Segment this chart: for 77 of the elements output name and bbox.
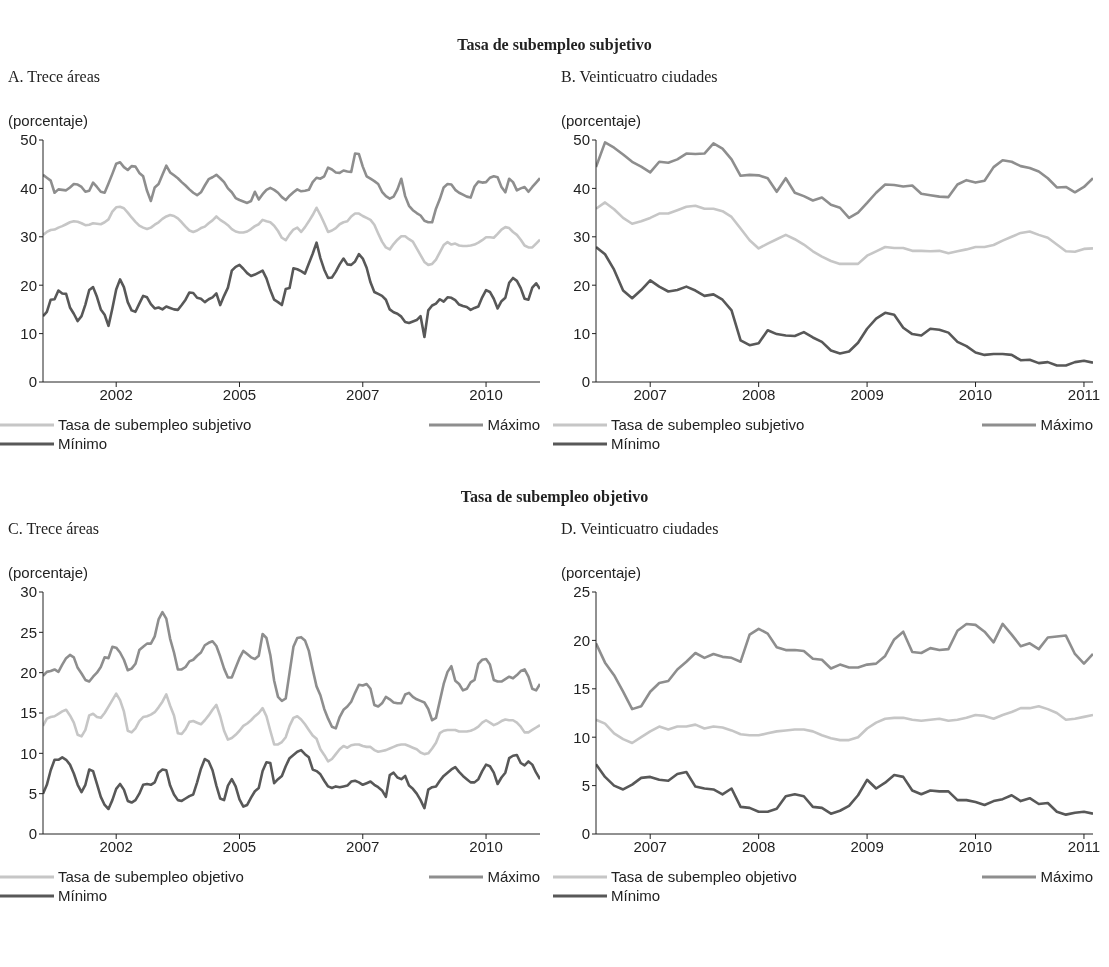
x-tick-label: 2007 (346, 385, 380, 403)
x-tick-label: 2002 (99, 837, 133, 855)
y-tick-label: 10 (573, 728, 590, 746)
x-tick-label: 2005 (222, 837, 257, 855)
x-tick-label: 2007 (633, 385, 667, 403)
x-tick-label: 2005 (222, 385, 257, 403)
y-tick-label: 10 (20, 744, 37, 762)
y-tick-label: 0 (28, 825, 37, 843)
x-tick-label: 2009 (850, 385, 884, 403)
chart-title: Tasa de subempleo subjetivo (456, 36, 653, 54)
y-tick-label: 0 (581, 373, 590, 391)
y-tick-label: 50 (573, 131, 590, 149)
y-axis-title: (porcentaje) (8, 112, 90, 130)
line-series (596, 622, 1093, 711)
y-tick-label: 40 (573, 179, 590, 197)
x-tick-label: 2011 (1067, 385, 1101, 403)
x-tick-label: 2010 (469, 385, 503, 403)
y-tick-label: 0 (581, 825, 590, 843)
legend-label: Máximo (1040, 868, 1093, 885)
x-tick-label: 2010 (958, 837, 993, 855)
y-tick-label: 15 (20, 704, 37, 722)
chart-subtitle: B. Veinticuatro ciudades (561, 68, 719, 87)
x-tick-label: 2009 (850, 837, 884, 855)
line-series (43, 748, 540, 811)
line-series (43, 152, 540, 224)
y-tick-label: 40 (20, 179, 37, 197)
legend-label: Tasa de subempleo subjetivo (611, 416, 805, 433)
y-tick-label: 20 (573, 276, 590, 294)
line-series (596, 245, 1093, 367)
line-series (43, 692, 540, 763)
y-tick-label: 5 (581, 776, 590, 794)
line-series (596, 763, 1093, 816)
y-tick-label: 25 (20, 623, 37, 641)
x-tick-label: 2008 (741, 385, 776, 403)
y-tick-label: 0 (28, 373, 37, 391)
y-tick-label: 20 (20, 276, 37, 294)
y-tick-label: 25 (573, 583, 590, 601)
legend-label: Mínimo (58, 435, 108, 452)
x-tick-label: 2010 (958, 385, 993, 403)
legend-label: Máximo (1040, 416, 1093, 433)
line-series (43, 610, 540, 730)
y-tick-label: 30 (573, 228, 590, 246)
legend-label: Tasa de subempleo subjetivo (58, 416, 252, 433)
x-tick-label: 2002 (99, 385, 133, 403)
line-series (596, 704, 1093, 745)
legend-label: Mínimo (611, 887, 661, 904)
line-series (43, 205, 540, 267)
legend-label: Máximo (487, 416, 540, 433)
line-series (596, 141, 1093, 220)
y-axis-title: (porcentaje) (561, 564, 643, 582)
x-tick-label: 2008 (741, 837, 776, 855)
legend-label: Tasa de subempleo objetivo (58, 868, 244, 885)
y-tick-label: 10 (573, 324, 590, 342)
x-tick-label: 2011 (1067, 837, 1101, 855)
y-tick-label: 30 (20, 228, 37, 246)
y-tick-label: 30 (20, 583, 37, 601)
y-tick-label: 50 (20, 131, 37, 149)
chart-subtitle: C. Trece áreas (8, 520, 101, 539)
y-tick-label: 10 (20, 324, 37, 342)
y-axis-title: (porcentaje) (8, 564, 90, 582)
y-tick-label: 20 (20, 663, 37, 681)
x-tick-label: 2010 (469, 837, 503, 855)
y-tick-label: 20 (573, 631, 590, 649)
y-tick-label: 15 (573, 680, 590, 698)
chart-title: Tasa de subempleo objetivo (459, 488, 650, 506)
legend-label: Mínimo (58, 887, 108, 904)
y-tick-label: 5 (28, 784, 37, 802)
line-series (43, 241, 540, 339)
chart-subtitle: D. Veinticuatro ciudades (561, 520, 720, 539)
x-tick-label: 2007 (346, 837, 380, 855)
chart-subtitle: A. Trece áreas (8, 68, 101, 87)
y-axis-title: (porcentaje) (561, 112, 643, 130)
legend-label: Mínimo (611, 435, 661, 452)
legend-label: Tasa de subempleo objetivo (611, 868, 797, 885)
legend-label: Máximo (487, 868, 540, 885)
x-tick-label: 2007 (633, 837, 667, 855)
line-series (596, 201, 1093, 266)
